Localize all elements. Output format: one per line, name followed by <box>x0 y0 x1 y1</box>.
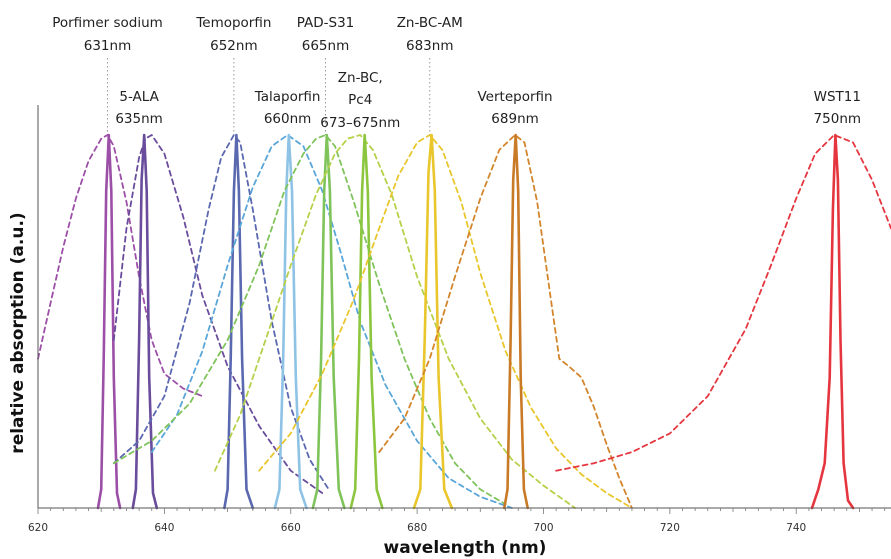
series-line-17 <box>810 133 855 510</box>
x-ticks: 620 640 660 680 700 720 740 <box>28 508 886 534</box>
annotation-name-5: Zn-BC, Pc4 <box>338 70 383 108</box>
annotation-wavelength-1: 635nm <box>115 111 162 127</box>
series-line-9 <box>311 133 346 510</box>
series-line-11 <box>349 133 384 510</box>
x-tick-label: 720 <box>660 522 680 534</box>
annotation-name-1: 5-ALA <box>119 89 159 105</box>
absorption-curves <box>37 133 891 510</box>
annotation-name-8: WST11 <box>814 89 861 105</box>
annotation-name-7: Verteporfin <box>478 89 553 105</box>
annotation-name-0: Porfimer sodium <box>52 15 163 31</box>
x-tick-label: 700 <box>533 522 553 534</box>
x-tick-label: 660 <box>281 522 301 534</box>
series-line-5 <box>223 133 255 510</box>
series-line-12 <box>258 134 633 509</box>
annotation-wavelength-6: 683nm <box>406 38 453 54</box>
series-line-10 <box>214 134 576 509</box>
series-line-8 <box>112 134 507 506</box>
annotation-wavelength-0: 631nm <box>84 38 131 54</box>
series-line-7 <box>273 133 308 510</box>
annotation-name-4: PAD-S31 <box>297 15 355 31</box>
annotation-labels: Porfimer sodium 631nm 5-ALA 635nm Temoporfin… <box>52 15 861 131</box>
x-tick-label: 680 <box>407 522 427 534</box>
series-line-6 <box>150 134 513 509</box>
annotation-wavelength-4: 665nm <box>302 38 349 54</box>
series-line-16 <box>555 134 891 472</box>
x-tick-label: 740 <box>786 522 806 534</box>
annotation-name-6: Zn-BC-AM <box>397 15 463 31</box>
series-line-0 <box>37 134 204 397</box>
x-tick-label: 640 <box>154 522 174 534</box>
annotation-wavelength-8: 750nm <box>814 111 861 127</box>
x-axis-title: wavelength (nm) <box>384 538 547 558</box>
annotation-name-3: Talaporfin <box>254 89 321 105</box>
axes <box>37 105 891 509</box>
series-line-13 <box>412 133 454 510</box>
annotation-wavelength-7: 689nm <box>491 111 538 127</box>
y-axis-title: relative absorption (a.u.) <box>8 212 28 453</box>
series-line-14 <box>378 134 633 509</box>
annotation-wavelength-5: 673–675nm <box>320 115 400 131</box>
x-tick-label: 620 <box>28 522 48 534</box>
series-line-1 <box>96 133 122 510</box>
series-line-3 <box>131 133 159 510</box>
guide-lines <box>107 58 431 135</box>
series-line-2 <box>112 134 324 494</box>
annotation-name-2: Temoporfin <box>195 15 271 31</box>
series-line-15 <box>503 133 529 510</box>
annotation-wavelength-3: 660nm <box>264 111 311 127</box>
annotation-wavelength-2: 652nm <box>210 38 257 54</box>
series-line-4 <box>112 134 330 491</box>
